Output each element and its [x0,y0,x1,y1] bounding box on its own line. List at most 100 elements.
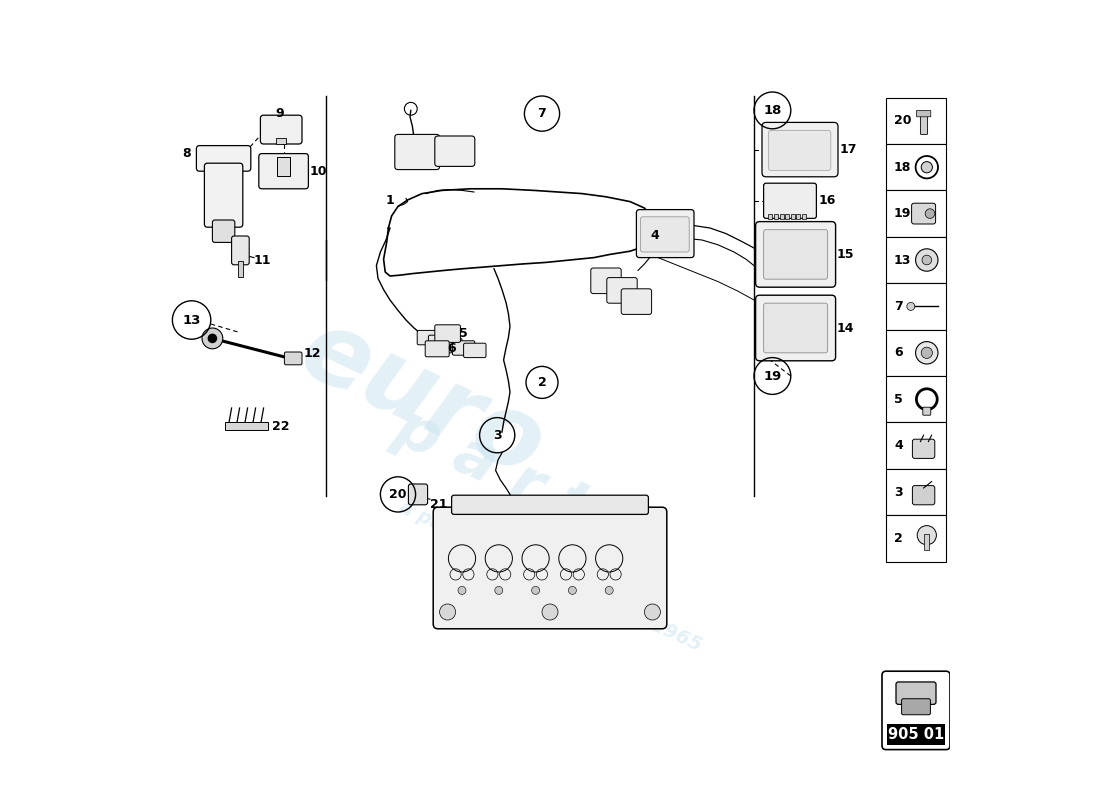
Text: 5: 5 [459,327,468,340]
FancyBboxPatch shape [434,136,475,166]
FancyBboxPatch shape [426,341,449,357]
Text: 8: 8 [182,147,190,160]
FancyBboxPatch shape [763,230,827,279]
FancyBboxPatch shape [762,122,838,177]
FancyBboxPatch shape [261,115,302,144]
FancyBboxPatch shape [607,278,637,303]
FancyBboxPatch shape [463,343,486,358]
Circle shape [921,162,933,173]
Bar [887,724,945,745]
Bar [791,214,795,219]
Circle shape [202,328,223,349]
Circle shape [645,604,660,620]
FancyBboxPatch shape [902,698,931,714]
FancyBboxPatch shape [408,484,428,505]
Bar [886,98,946,144]
Bar [802,214,806,219]
Bar [886,190,946,237]
FancyBboxPatch shape [756,222,836,287]
Text: euro: euro [285,302,559,498]
Text: 20: 20 [389,488,407,501]
Text: 5: 5 [894,393,903,406]
Text: 3: 3 [493,429,502,442]
FancyBboxPatch shape [452,495,648,514]
FancyBboxPatch shape [197,146,251,171]
FancyBboxPatch shape [205,163,243,227]
Text: 4: 4 [651,229,660,242]
FancyBboxPatch shape [921,114,927,134]
Text: 2: 2 [538,376,547,389]
FancyBboxPatch shape [882,671,950,750]
Text: 11: 11 [254,254,272,266]
Bar [774,214,778,219]
Text: 16: 16 [818,194,836,207]
Text: 21: 21 [430,498,448,510]
Text: 7: 7 [894,300,903,313]
Text: 22: 22 [273,420,290,433]
FancyBboxPatch shape [912,203,936,224]
Text: 13: 13 [183,314,201,326]
FancyBboxPatch shape [395,134,440,170]
Text: 10: 10 [310,165,328,178]
Text: 6: 6 [448,342,456,355]
FancyBboxPatch shape [417,330,440,345]
FancyBboxPatch shape [769,130,830,170]
Text: 18: 18 [763,104,782,117]
Text: 19: 19 [894,207,912,220]
Text: 9: 9 [275,107,284,120]
Text: 3: 3 [894,486,903,498]
FancyBboxPatch shape [912,486,935,505]
Circle shape [605,586,613,594]
FancyBboxPatch shape [285,352,303,365]
Circle shape [458,586,466,594]
Text: 6: 6 [894,346,903,359]
Circle shape [569,586,576,594]
FancyBboxPatch shape [763,183,816,218]
Circle shape [921,347,933,358]
FancyBboxPatch shape [923,407,931,415]
Text: 1: 1 [386,194,395,206]
Circle shape [440,604,455,620]
Circle shape [542,604,558,620]
Bar [226,422,268,430]
FancyBboxPatch shape [433,507,667,629]
Bar [924,534,930,550]
Bar [886,376,946,422]
FancyBboxPatch shape [440,338,462,353]
Text: 17: 17 [839,143,857,156]
FancyBboxPatch shape [637,210,694,258]
Circle shape [915,342,938,364]
Text: 12: 12 [304,347,321,360]
Text: a passion for parts since 1965: a passion for parts since 1965 [396,498,704,654]
Bar [785,214,789,219]
FancyBboxPatch shape [763,303,827,353]
Text: 4: 4 [894,439,903,452]
Circle shape [915,249,938,271]
Text: 19: 19 [763,370,781,382]
Bar [277,157,290,176]
Bar [276,138,286,144]
FancyBboxPatch shape [232,236,250,265]
Circle shape [495,586,503,594]
Circle shape [917,526,936,545]
Bar [796,214,801,219]
FancyBboxPatch shape [591,268,622,294]
Text: 14: 14 [836,322,854,334]
FancyBboxPatch shape [258,154,308,189]
Circle shape [925,209,935,218]
FancyBboxPatch shape [916,110,931,117]
Text: p a r t s: p a r t s [385,397,651,563]
Circle shape [922,255,932,265]
Bar [780,214,783,219]
Text: 18: 18 [894,161,912,174]
Circle shape [531,586,540,594]
Bar [886,469,946,515]
Bar [769,214,772,219]
Circle shape [906,302,915,310]
FancyBboxPatch shape [452,341,475,355]
Text: 905 01: 905 01 [888,727,944,742]
Text: 2: 2 [894,532,903,545]
Text: 15: 15 [836,248,854,261]
FancyBboxPatch shape [621,289,651,314]
FancyBboxPatch shape [212,220,234,242]
